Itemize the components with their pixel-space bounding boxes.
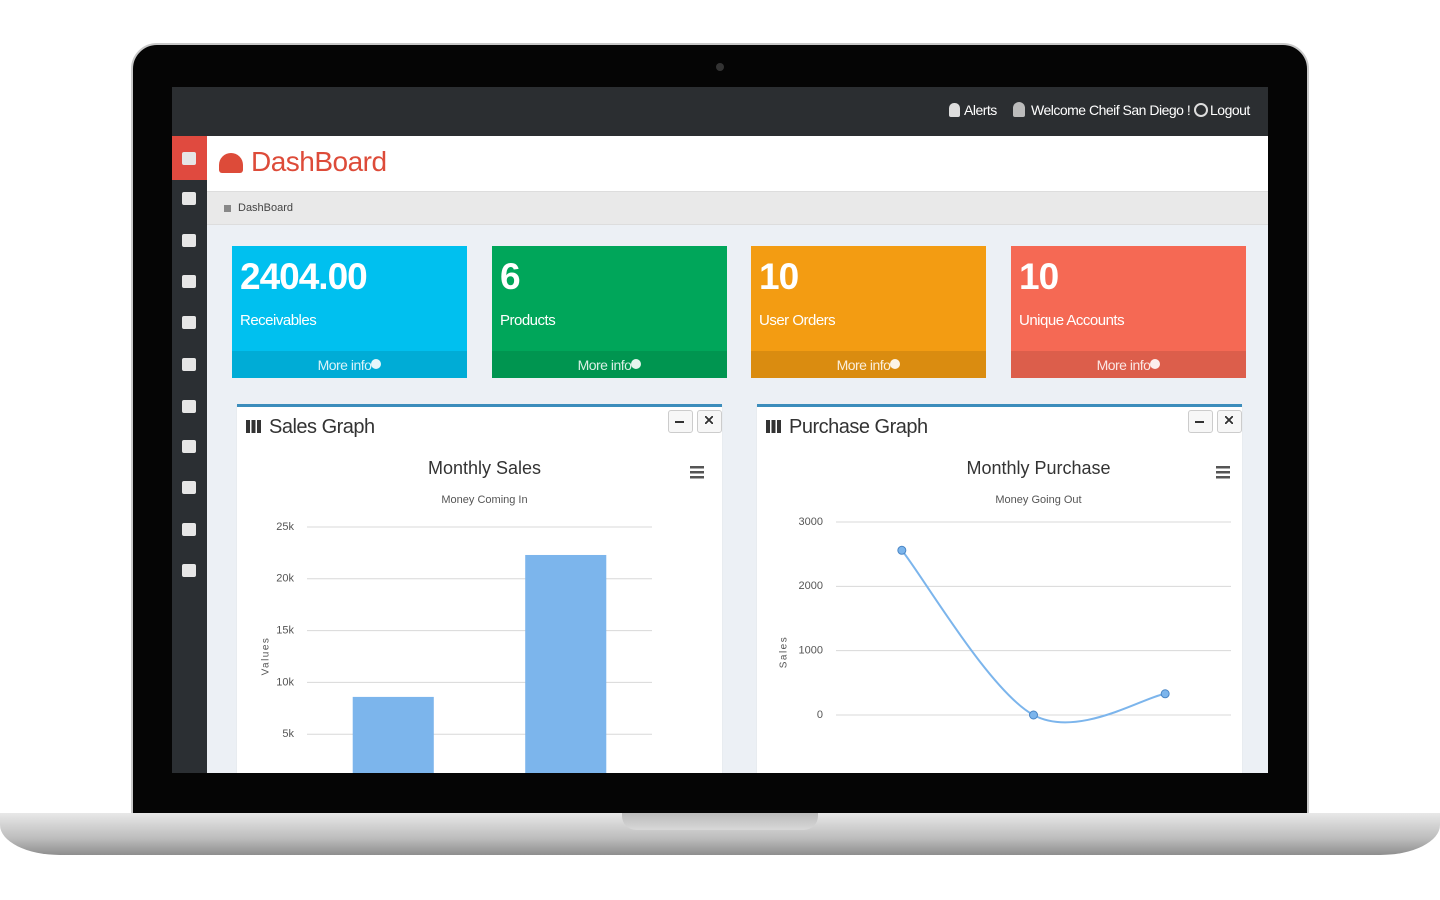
camera bbox=[716, 63, 724, 71]
bell-icon bbox=[949, 103, 960, 117]
sidebar-icon bbox=[182, 192, 196, 205]
y-tick-label: 3000 bbox=[799, 516, 823, 528]
stat-box: 10 User Orders More info bbox=[751, 246, 986, 378]
breadcrumb: DashBoard bbox=[207, 191, 1268, 225]
sidebar-icon bbox=[182, 564, 196, 577]
more-info-link[interactable]: More info bbox=[1096, 357, 1151, 373]
stat-footer: More info bbox=[492, 351, 727, 378]
y-tick-label: 1000 bbox=[799, 645, 823, 657]
sidebar bbox=[172, 136, 207, 773]
screen: Alerts Welcome Cheif San Diego ! Logout … bbox=[172, 87, 1268, 773]
grid-icon bbox=[766, 420, 781, 433]
sidebar-icon bbox=[182, 440, 196, 453]
close-glyph bbox=[705, 416, 713, 424]
power-icon bbox=[1194, 103, 1208, 117]
home-icon bbox=[224, 205, 231, 212]
chart-title: Monthly Sales bbox=[428, 458, 541, 478]
arrow-icon bbox=[1150, 359, 1160, 369]
navbar: Alerts Welcome Cheif San Diego ! Logout bbox=[172, 87, 1268, 136]
y-axis-label: Values bbox=[261, 637, 272, 676]
y-tick-label: 25k bbox=[276, 521, 294, 533]
stat-label: Unique Accounts bbox=[1019, 312, 1125, 329]
stat-value: 2404.00 bbox=[240, 256, 368, 297]
y-tick-label: 0 bbox=[817, 709, 823, 721]
menu-icon bbox=[690, 476, 704, 479]
stat-value: 6 bbox=[500, 256, 521, 297]
bar bbox=[525, 554, 607, 773]
more-info-link[interactable]: More info bbox=[577, 357, 632, 373]
alerts-link[interactable]: Alerts bbox=[964, 102, 997, 118]
chart-subtitle: Money Coming In bbox=[441, 494, 527, 506]
logout-link[interactable]: Logout bbox=[1210, 102, 1250, 118]
chart: Monthly Sales Money Coming In Values 5k 10k 1… bbox=[261, 458, 704, 773]
panel-title: Sales Graph bbox=[269, 416, 375, 438]
chart: Monthly Purchase Money Going Out Sales 0 100… bbox=[779, 458, 1231, 724]
stat-value: 10 bbox=[1019, 256, 1059, 297]
panel: Sales Graph Monthly Sales Money Coming In V… bbox=[237, 404, 722, 773]
y-tick-label: 15k bbox=[276, 625, 294, 637]
menu-icon bbox=[1216, 476, 1230, 479]
stat-box: 10 Unique Accounts More info bbox=[1011, 246, 1246, 378]
more-info-link[interactable]: More info bbox=[836, 357, 891, 373]
menu-icon bbox=[690, 466, 704, 469]
y-axis-label: Sales bbox=[779, 636, 790, 669]
stat-box: 6 Products More info bbox=[492, 246, 727, 378]
breadcrumb-item[interactable]: DashBoard bbox=[238, 202, 294, 214]
y-tick-label: 5k bbox=[282, 728, 294, 740]
stat-label: User Orders bbox=[759, 312, 836, 329]
chart-title: Monthly Purchase bbox=[966, 458, 1110, 478]
sidebar-icon bbox=[182, 523, 196, 536]
stat-box: 2404.00 Receivables More info bbox=[232, 246, 467, 378]
base-notch bbox=[622, 813, 818, 830]
line bbox=[901, 549, 1166, 724]
more-info-link[interactable]: More info bbox=[317, 357, 372, 373]
minimize-glyph bbox=[675, 421, 684, 423]
y-tick-label: 10k bbox=[276, 676, 294, 688]
user-icon bbox=[1013, 102, 1025, 117]
sidebar-icon bbox=[182, 152, 196, 165]
stat-footer: More info bbox=[751, 351, 986, 378]
menu-icon bbox=[1216, 471, 1230, 474]
panel: Purchase Graph Monthly Purchase Money Goin… bbox=[757, 404, 1242, 773]
stat-label: Receivables bbox=[240, 312, 317, 329]
stat-label: Products bbox=[500, 312, 556, 329]
stat-footer: More info bbox=[232, 351, 467, 378]
stat-footer: More info bbox=[1011, 351, 1246, 378]
arrow-icon bbox=[631, 359, 641, 369]
minimize-glyph bbox=[1195, 421, 1204, 423]
stat-value: 10 bbox=[759, 256, 799, 297]
page-title: DashBoard bbox=[251, 146, 387, 177]
sidebar-icon bbox=[182, 358, 196, 371]
close-glyph bbox=[1225, 416, 1233, 424]
arrow-icon bbox=[371, 359, 381, 369]
dashboard-icon bbox=[219, 153, 243, 173]
sidebar-icon bbox=[182, 316, 196, 329]
welcome-text: Welcome Cheif San Diego ! bbox=[1031, 102, 1191, 118]
sidebar-icon bbox=[182, 400, 196, 413]
menu-icon bbox=[690, 471, 704, 474]
menu-icon bbox=[1216, 466, 1230, 469]
y-tick-label: 20k bbox=[276, 573, 294, 585]
chart-subtitle: Money Going Out bbox=[995, 494, 1081, 506]
grid-icon bbox=[246, 420, 261, 433]
point bbox=[1029, 710, 1038, 720]
bar bbox=[352, 696, 434, 773]
arrow-icon bbox=[890, 359, 900, 369]
sidebar-icon bbox=[182, 481, 196, 494]
sidebar-icon bbox=[182, 275, 196, 288]
point bbox=[1160, 689, 1170, 699]
sidebar-icon bbox=[182, 234, 196, 247]
content-header: DashBoard bbox=[207, 136, 1268, 191]
point bbox=[897, 545, 907, 555]
y-tick-label: 2000 bbox=[799, 580, 823, 592]
panel-title: Purchase Graph bbox=[789, 416, 928, 438]
